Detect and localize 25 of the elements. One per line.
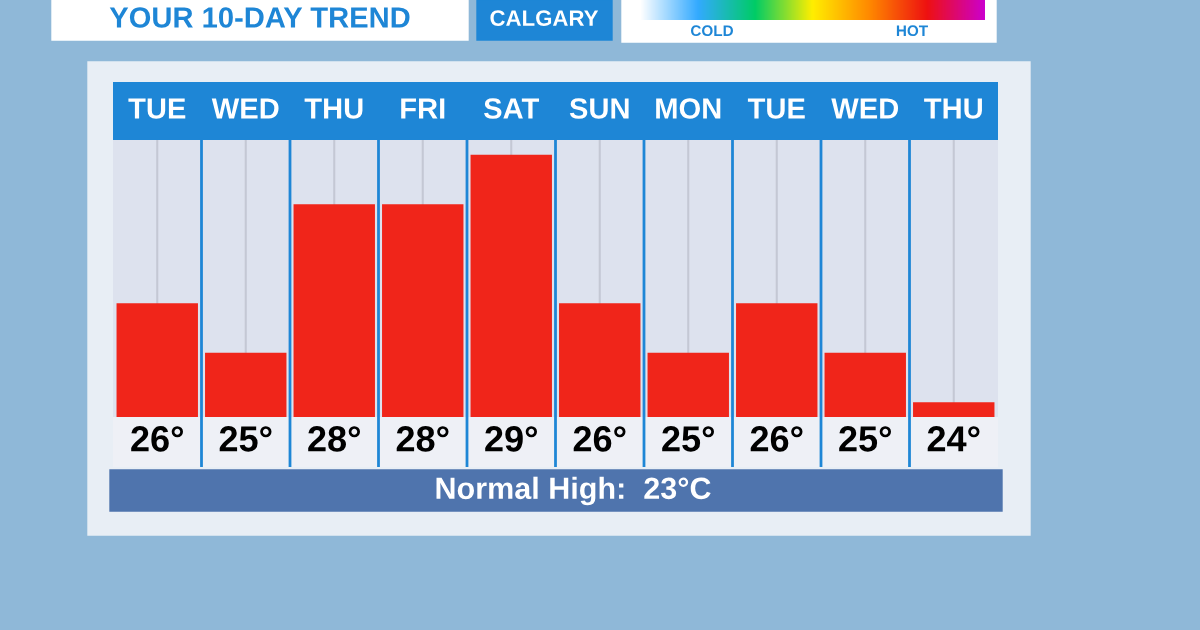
x-tick-label: WED: [831, 98, 899, 119]
x-tick-label: FRI: [401, 98, 445, 119]
data-label: 25°: [839, 426, 891, 452]
data-label: 26°: [131, 426, 183, 452]
x-tick-label: WED: [211, 98, 279, 119]
text: HOT: [896, 25, 928, 37]
data-label: 25°: [662, 426, 714, 452]
text: COLD: [690, 25, 733, 37]
data-label: 25°: [219, 426, 272, 452]
data-label: 26°: [750, 426, 803, 452]
data-label: 28°: [308, 426, 360, 452]
chart-subtitle: CALGARY: [490, 10, 599, 26]
x-tick-label: SAT: [484, 98, 540, 119]
x-tick-label: TUE: [747, 98, 805, 119]
data-label: 28°: [396, 426, 449, 452]
chart-title: YOUR 10-DAY TREND: [109, 7, 410, 28]
data-label: 24°: [927, 426, 980, 452]
x-tick-label: TUE: [128, 98, 186, 119]
text: Normal High: 23°C: [436, 476, 711, 506]
x-tick-label: MON: [656, 98, 721, 119]
data-label: 29°: [485, 426, 537, 452]
x-tick-label: SUN: [569, 98, 629, 119]
data-label: 26°: [573, 426, 626, 452]
x-tick-label: THU: [924, 98, 982, 119]
x-tick-label: THU: [304, 98, 363, 119]
